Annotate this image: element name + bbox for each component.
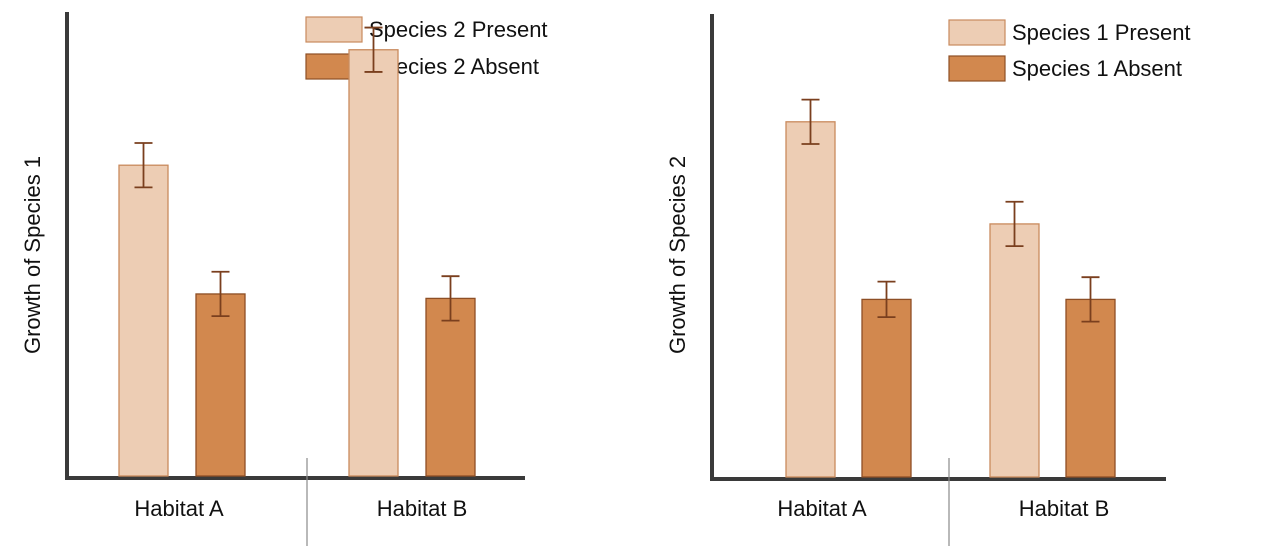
chart-left-x-tick-label: Habitat B xyxy=(377,496,468,521)
chart-left-x-tick-label: Habitat A xyxy=(134,496,224,521)
chart-left-bar-habitat-b-present xyxy=(348,49,399,477)
chart-left-legend-label-present: Species 2 Present xyxy=(369,17,548,42)
chart-right: Growth of Species 2 Habitat A Habitat B … xyxy=(665,14,1191,546)
chart-left-bars xyxy=(118,26,476,477)
chart-left: Growth of Species 1 Habitat A Habitat B … xyxy=(20,12,548,546)
chart-right-legend-label-present: Species 1 Present xyxy=(1012,20,1191,45)
chart-right-x-tick-label: Habitat A xyxy=(777,496,867,521)
chart-right-legend-swatch-present xyxy=(948,19,1006,46)
chart-right-error-bar-habitat-a-present xyxy=(801,98,820,145)
chart-right-error-bar-habitat-a-absent xyxy=(877,280,896,319)
chart-right-y-label: Growth of Species 2 xyxy=(665,156,690,354)
chart-right-bar-habitat-a-present xyxy=(785,121,836,478)
chart-right-bar-habitat-b-present xyxy=(989,223,1040,478)
chart-right-x-tick-label: Habitat B xyxy=(1019,496,1110,521)
chart-left-legend-swatch-present xyxy=(305,16,363,43)
chart-right-bar-habitat-a-absent xyxy=(861,298,912,478)
chart-right-legend-label-absent: Species 1 Absent xyxy=(1012,56,1182,81)
chart-right-bars xyxy=(785,98,1116,478)
chart-left-bar-habitat-a-present xyxy=(118,164,169,477)
chart-left-error-bar-habitat-a-present xyxy=(134,142,153,189)
chart-left-error-bar-habitat-b-present xyxy=(364,26,383,73)
chart-left-y-label: Growth of Species 1 xyxy=(20,156,45,354)
chart-left-bar-habitat-b-absent xyxy=(425,297,476,477)
chart-right-bar-habitat-b-absent xyxy=(1065,298,1116,478)
chart-right-error-bar-habitat-b-absent xyxy=(1081,276,1100,323)
chart-right-error-bar-habitat-b-present xyxy=(1005,200,1024,248)
chart-right-legend-swatch-absent xyxy=(948,55,1006,82)
chart-left-bar-habitat-a-absent xyxy=(195,293,246,477)
chart-left-error-bar-habitat-b-absent xyxy=(441,275,460,322)
chart-left-error-bar-habitat-a-absent xyxy=(211,270,230,318)
